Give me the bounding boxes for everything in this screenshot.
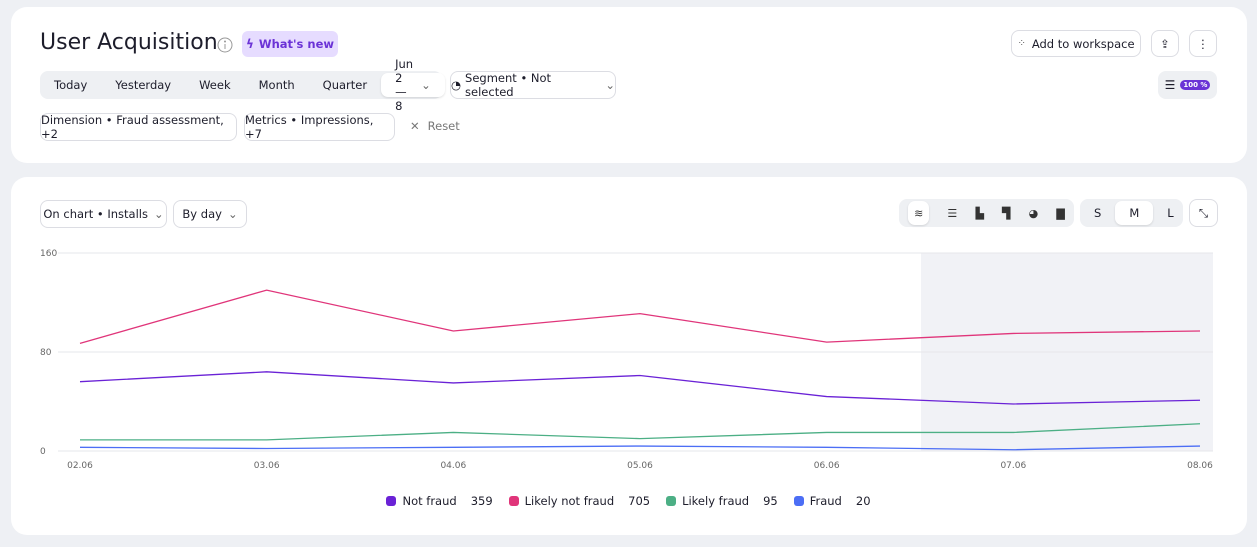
period-tab[interactable]: Month <box>245 73 309 97</box>
period-tab[interactable]: Today <box>40 73 101 97</box>
chart-type-bar[interactable]: ▙ <box>975 206 984 220</box>
x-tick-label: 02.06 <box>67 461 93 471</box>
chart-type-area[interactable]: ☰ <box>947 206 958 220</box>
legend-label: Fraud <box>809 494 842 508</box>
y-tick-label: 80 <box>40 348 52 358</box>
filter-chip[interactable]: Dimension • Fraud assessment, +2 <box>40 113 237 141</box>
period-label: Today <box>54 78 88 92</box>
chart-type-tabs: ≋ ☰ ▙ ▜ ◕ ▇ <box>899 199 1074 227</box>
legend-swatch <box>386 496 397 506</box>
series-line <box>79 371 1201 405</box>
size-tab[interactable]: M <box>1115 201 1154 225</box>
legend-swatch <box>508 496 519 506</box>
series-line <box>79 445 1201 451</box>
series-line <box>80 423 1201 441</box>
legend-total: 20 <box>855 494 871 508</box>
y-tick-label: 160 <box>40 249 57 259</box>
x-tick-label: 08.06 <box>1187 461 1213 471</box>
legend-total: 359 <box>470 494 493 508</box>
info-icon[interactable] <box>216 36 234 54</box>
period-label: Month <box>258 78 295 92</box>
metric-text: On chart • Installs <box>43 207 148 221</box>
button-text: Add to workspace <box>1031 36 1135 51</box>
chart-type-column[interactable]: ▇ <box>1056 206 1065 220</box>
y-tick-label: 0 <box>40 447 46 457</box>
legend-swatch <box>666 496 677 506</box>
size-tab[interactable]: S <box>1094 206 1102 220</box>
sampling-button[interactable]: ☰ 100 % <box>1158 71 1217 99</box>
legend-item[interactable]: Likely fraud 95 <box>666 494 778 508</box>
legend-item[interactable]: Likely not fraud 705 <box>508 494 651 508</box>
period-tab[interactable]: Jun 2 — 8 ⌄ <box>381 57 445 113</box>
series-line <box>79 289 1201 344</box>
period-label: Quarter <box>322 78 368 92</box>
whats-new-badge[interactable]: ϟ What's new <box>242 31 338 57</box>
period-tabs: Today Yesterday Week Month Quarter Jun 2 — 8 ⌄ <box>40 57 445 113</box>
legend-total: 95 <box>763 494 778 508</box>
legend-label: Not fraud <box>402 494 457 508</box>
legend-label: Likely not fraud <box>524 494 615 508</box>
x-tick-label: 07.06 <box>1000 461 1026 471</box>
period-tab[interactable]: Quarter <box>309 73 381 97</box>
segment-select[interactable]: ◔ Segment • Not selected ⌄ <box>450 71 616 99</box>
size-tab[interactable]: L <box>1167 206 1174 220</box>
share-button[interactable]: ⇪ <box>1151 30 1179 57</box>
filter-chip[interactable]: Metrics • Impressions, +7 <box>244 113 395 141</box>
chart-type-pie[interactable]: ◕ <box>1028 206 1039 220</box>
period-label: Yesterday <box>115 78 172 92</box>
x-tick-label: 04.06 <box>440 461 466 471</box>
period-label: Jun 2 — 8 <box>395 57 414 113</box>
badge-text: What's new <box>258 37 335 51</box>
chart: 0 80 160 02.06 03.06 04.06 05.06 06.06 07.06 08.0… <box>40 249 1213 471</box>
legend-swatch <box>793 496 804 506</box>
more-button[interactable]: ⋮ <box>1189 30 1217 57</box>
x-tick-label: 03.06 <box>254 461 280 471</box>
legend: Not fraud 359 Likely not fraud 705 Likely fr… <box>0 494 1257 508</box>
x-tick-label: 05.06 <box>627 461 653 471</box>
x-tick-label: 06.06 <box>814 461 840 471</box>
grouping-select[interactable]: By day ⌄ <box>173 200 247 228</box>
collapse-button[interactable]: ⤡ <box>1189 199 1218 227</box>
period-label: Week <box>199 78 231 92</box>
grouping-text: By day <box>182 207 222 221</box>
add-to-workspace-button[interactable]: ⁘ Add to workspace <box>1011 30 1141 57</box>
legend-item[interactable]: Fraud 20 <box>793 494 871 508</box>
sampling-badge: 100 % <box>1180 80 1211 90</box>
page-title: User Acquisition <box>40 30 218 55</box>
legend-item[interactable]: Not fraud 359 <box>386 494 493 508</box>
period-tab[interactable]: Week <box>185 73 245 97</box>
segment-text: Segment • Not selected <box>465 71 552 99</box>
chevron: ⌄ <box>421 78 431 92</box>
period-tab[interactable]: Yesterday <box>101 73 185 97</box>
metric-select[interactable]: On chart • Installs ⌄ <box>40 200 167 228</box>
chart-type-stacked[interactable]: ▜ <box>1002 206 1011 220</box>
reset-text: Reset <box>427 119 460 133</box>
legend-total: 705 <box>628 494 651 508</box>
reset-button[interactable]: ✕ Reset <box>410 119 460 133</box>
legend-label: Likely fraud <box>682 494 750 508</box>
chart-type-line[interactable]: ≋ <box>908 201 930 225</box>
